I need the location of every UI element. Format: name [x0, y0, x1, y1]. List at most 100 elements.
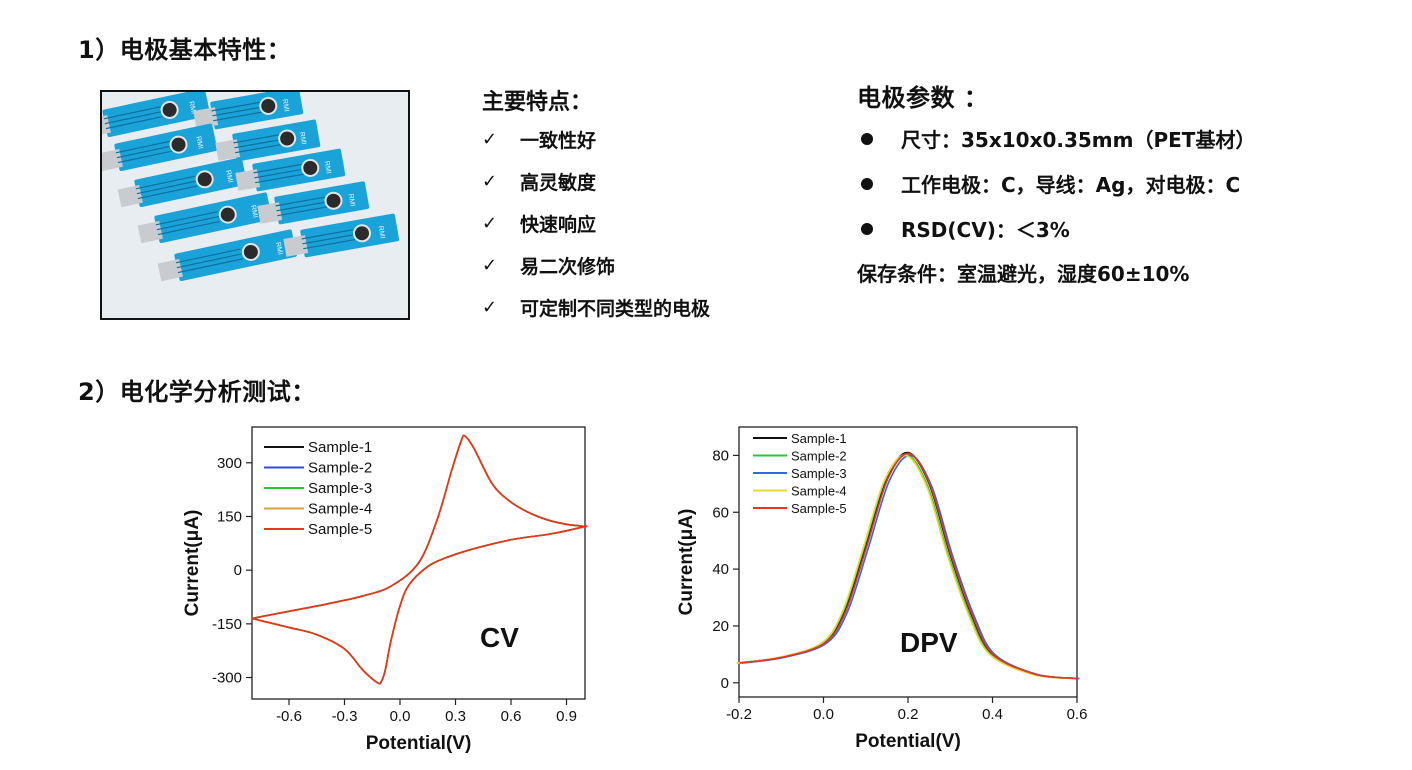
electrode-strip: RMI — [102, 92, 211, 138]
bullet-icon — [861, 132, 873, 145]
electrode-strip: RMI — [215, 119, 321, 162]
strip-trace — [255, 173, 305, 184]
strip-trace — [135, 175, 196, 190]
strip-trace — [136, 180, 197, 195]
electrode-photo: RMI RMI RMI RMI RMI RMI RMI RMI RMI RMI — [100, 90, 410, 320]
electrode-strip: RMI — [102, 123, 218, 172]
legend-entry: Sample-2 — [308, 460, 372, 477]
x-tick-label: 0.9 — [556, 708, 577, 725]
check-icon: ✓ — [482, 128, 498, 150]
working-electrode — [259, 96, 278, 115]
dpv-series-line — [739, 452, 1078, 680]
legend-entry: Sample-5 — [308, 521, 372, 538]
param-item: RSD(CV)：＜3% — [857, 206, 1255, 251]
y-tick-label: -300 — [212, 670, 242, 687]
strip-trace — [177, 258, 243, 274]
strip-trace — [175, 248, 241, 264]
bullet-icon — [861, 177, 873, 190]
strip-trace — [157, 220, 220, 236]
check-icon: ✓ — [482, 254, 498, 276]
strip-contacts — [117, 185, 143, 208]
params-list: 尺寸：35x10x0.35mm（PET基材） 工作电极：C，导线：Ag，对电极：… — [857, 116, 1255, 251]
strip-contacts — [137, 221, 163, 244]
y-tick-label: 80 — [712, 447, 729, 464]
strip-trace — [277, 206, 328, 217]
electrode-strip: RMI — [157, 229, 297, 282]
strip-contacts — [257, 202, 283, 224]
chart-annotation: CV — [480, 622, 519, 653]
dpv-series-line — [741, 454, 1080, 680]
y-axis-label: Current(μA) — [676, 509, 697, 616]
x-tick-label: 0.6 — [501, 708, 522, 725]
strip-contacts — [102, 115, 111, 138]
x-tick-label: -0.6 — [276, 708, 302, 725]
strip-trace — [254, 168, 304, 179]
electrode-strip: RMI — [137, 192, 272, 244]
check-icon: ✓ — [482, 296, 498, 318]
electrode-strip: RMI — [193, 92, 304, 130]
y-axis-label: Current(μA) — [182, 510, 203, 617]
strip-trace — [176, 253, 242, 269]
working-electrode — [241, 242, 260, 261]
strip-trace — [253, 163, 303, 174]
strip-label: RMI — [224, 170, 234, 184]
y-tick-label: 0 — [234, 562, 242, 579]
bullet-icon — [861, 222, 873, 235]
strip-trace — [276, 201, 327, 212]
x-tick-label: 0.0 — [390, 708, 411, 725]
check-icon: ✓ — [482, 212, 498, 234]
cv-series-line — [251, 434, 588, 685]
feature-item: ✓ 高灵敏度 — [482, 170, 597, 194]
strip-trace — [275, 196, 326, 207]
working-electrode — [352, 224, 371, 243]
working-electrode — [218, 205, 237, 224]
strip-contacts — [102, 149, 123, 172]
y-tick-label: 0 — [721, 675, 729, 692]
y-tick-label: 60 — [712, 504, 729, 521]
x-tick-label: -0.2 — [726, 706, 752, 723]
strip-label: RMI — [249, 205, 259, 219]
chart-annotation: DPV — [900, 627, 958, 658]
legend-entry: Sample-2 — [791, 449, 847, 464]
strip-trace — [115, 140, 170, 154]
y-tick-label: 40 — [712, 561, 729, 578]
strip-trace — [301, 229, 354, 240]
cv-series-line — [251, 434, 588, 685]
working-electrode — [195, 170, 214, 189]
legend-entry: Sample-1 — [308, 439, 372, 456]
strip-label: RMI — [274, 242, 284, 256]
working-electrode — [160, 100, 179, 119]
electrode-strip: RMI — [283, 213, 400, 258]
working-electrode — [324, 191, 343, 210]
legend-entry: Sample-4 — [308, 501, 372, 518]
features-list: ✓ 一致性好 ✓ 高灵敏度 ✓ 快速响应 ✓ 易二次修饰 ✓ 可定制不同类型的电极 — [482, 118, 710, 328]
legend-entry: Sample-1 — [791, 431, 847, 446]
strip-trace — [137, 185, 198, 200]
legend-entry: Sample-5 — [791, 501, 847, 516]
dpv-series-line — [736, 454, 1075, 680]
param-item: 工作电极：C，导线：Ag，对电极：C — [857, 161, 1255, 206]
features-title: 主要特点： — [482, 90, 593, 115]
cv-series-line — [251, 434, 588, 685]
strip-trace — [104, 111, 162, 125]
y-tick-label: 150 — [217, 508, 242, 525]
strip-label: RMI — [347, 193, 356, 207]
feature-item: ✓ 一致性好 — [482, 128, 597, 152]
strip-trace — [155, 211, 218, 226]
feature-item: ✓ 可定制不同类型的电极 — [482, 296, 711, 320]
strip-trace — [105, 115, 163, 130]
feature-item: ✓ 易二次修饰 — [482, 254, 616, 278]
x-tick-label: 0.3 — [445, 708, 466, 725]
plot-frame — [251, 426, 586, 700]
x-tick-label: -0.3 — [332, 708, 358, 725]
strip-contacts — [193, 107, 219, 129]
section1-heading: 1）电极基本特性： — [78, 36, 292, 64]
y-tick-label: 20 — [712, 618, 729, 635]
storage-conditions: 保存条件：室温避光，湿度60±10% — [857, 262, 1190, 286]
strip-trace — [156, 215, 219, 231]
legend-entry: Sample-3 — [308, 480, 372, 497]
params-title: 电极参数 ： — [857, 84, 989, 112]
strip-trace — [116, 145, 171, 159]
strip-contacts — [215, 139, 241, 161]
strip-label: RMI — [281, 98, 290, 112]
